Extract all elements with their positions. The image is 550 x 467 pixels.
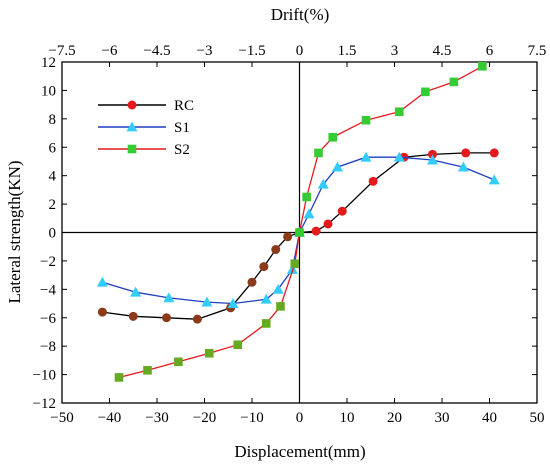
data-point-rc (428, 149, 437, 159)
data-point-s2 (114, 373, 124, 382)
y-tick-label: 12 (41, 55, 56, 71)
axes-group: −50 −40 −30 −20 −10 0 10 20 30 40 50−7.5 −6 −4.5 −3 −1… (33, 43, 547, 426)
top-tick-label: −6 (102, 43, 118, 59)
data-point-s2 (328, 133, 338, 142)
data-point-s1 (303, 208, 315, 219)
x-tick-label: −50 (50, 410, 73, 426)
x-tick-label: 40 (482, 410, 497, 426)
x-tick-label: −30 (145, 410, 168, 426)
data-point-rc (259, 262, 269, 272)
data-point-rc (461, 148, 471, 158)
legend-marker-s1 (126, 121, 138, 132)
top-tick-label: −7.5 (48, 43, 75, 59)
data-point-s1 (260, 293, 272, 304)
data-point-rc (192, 314, 202, 324)
y-tick-label: 8 (49, 112, 57, 128)
data-point-s2 (276, 302, 285, 311)
data-point-s1 (272, 283, 284, 294)
x-tick-label: −40 (98, 410, 121, 426)
data-point-s1 (332, 161, 343, 172)
data-point-rc (311, 226, 321, 236)
top-tick-label: −3 (197, 43, 213, 59)
top-tick-label: −1.5 (238, 43, 265, 59)
legend-label-s1: S1 (174, 120, 190, 136)
data-point-rc (128, 311, 138, 321)
data-point-rc (283, 232, 293, 242)
y-tick-label: 4 (49, 169, 57, 185)
x-tick-label: 10 (340, 410, 355, 426)
data-point-s1 (393, 151, 405, 162)
legend-label-s2: S2 (174, 142, 190, 158)
data-point-s2 (290, 259, 300, 269)
data-point-s1 (427, 154, 438, 165)
data-point-s1 (457, 161, 469, 172)
data-point-s2 (261, 319, 271, 328)
data-point-s2 (302, 192, 311, 202)
y-tick-label: −4 (40, 282, 56, 298)
data-point-rc (337, 206, 347, 216)
x-tick-label: 20 (387, 410, 402, 426)
data-point-s1 (286, 263, 298, 274)
data-point-s2 (478, 61, 487, 71)
x-axis-title: Displacement(mm) (234, 442, 365, 461)
data-point-s2 (295, 228, 304, 237)
data-point-rc (271, 245, 281, 255)
data-point-rc (368, 176, 378, 186)
y-tick-label: −2 (40, 254, 56, 270)
top-tick-label: 6 (486, 43, 494, 59)
series-line-rc (102, 152, 495, 320)
legend: RC S1 S2 (98, 98, 194, 158)
data-point-s2 (314, 148, 323, 158)
data-point-s2 (449, 77, 459, 87)
data-point-rc (162, 313, 171, 323)
x-tick-label: −20 (193, 410, 216, 426)
data-point-s2 (394, 107, 404, 117)
data-point-s2 (233, 340, 243, 350)
y-tick-label: −12 (33, 396, 56, 412)
y-tick-label: −10 (33, 368, 56, 384)
data-point-s2 (421, 87, 430, 97)
x-tick-label: −10 (240, 410, 263, 426)
top-tick-label: 7.5 (528, 43, 547, 59)
x-tick-label: 30 (435, 410, 450, 426)
data-point-rc (97, 307, 107, 317)
data-point-rc (323, 219, 333, 229)
top-axis-title: Drift(%) (271, 5, 330, 24)
y-tick-label: 10 (41, 83, 56, 99)
series-group (96, 61, 500, 382)
data-point-s1 (96, 276, 108, 287)
legend-label-rc: RC (174, 98, 194, 114)
data-point-s1 (130, 286, 142, 297)
y-tick-label: 2 (49, 197, 57, 213)
data-point-s1 (163, 292, 175, 303)
y-axis-title: Lateral strength(KN) (5, 160, 24, 303)
data-point-s1 (488, 174, 500, 185)
data-point-s1 (317, 178, 329, 189)
y-tick-label: −6 (40, 311, 56, 327)
top-tick-label: 1.5 (338, 43, 357, 59)
y-tick-label: −8 (40, 339, 56, 355)
x-tick-label: 50 (530, 410, 545, 426)
legend-marker-rc (127, 100, 137, 110)
top-tick-label: 0 (296, 43, 304, 59)
y-tick-label: 0 (49, 226, 57, 242)
legend-marker-s2 (127, 144, 137, 154)
data-point-s2 (204, 348, 214, 358)
series-s2 (114, 61, 487, 382)
data-point-s1 (360, 151, 372, 162)
top-tick-label: 3 (391, 43, 399, 59)
data-point-rc (247, 277, 257, 287)
data-point-s1 (201, 296, 213, 307)
top-tick-label: 4.5 (433, 43, 452, 59)
data-point-rc (489, 148, 499, 158)
data-point-s1 (227, 298, 239, 308)
data-point-s2 (361, 115, 371, 125)
y-tick-label: 6 (49, 140, 57, 156)
x-tick-label: 0 (296, 410, 304, 426)
data-point-s2 (174, 357, 183, 367)
top-tick-label: −4.5 (143, 43, 170, 59)
data-point-s2 (143, 366, 152, 375)
